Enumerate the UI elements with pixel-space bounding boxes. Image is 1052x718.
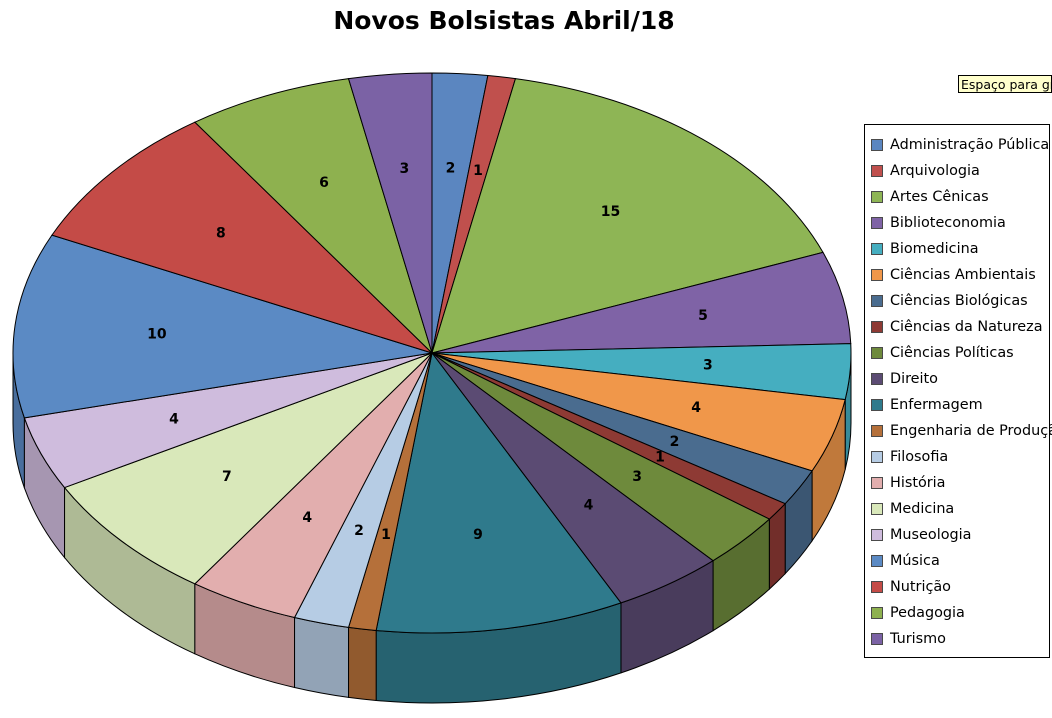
legend-swatch-icon — [871, 503, 883, 515]
legend-item-label: Filosofia — [890, 449, 949, 465]
pie-slice-value-label: 15 — [601, 204, 620, 220]
legend-item-label: Arquivologia — [890, 163, 980, 179]
legend-swatch-icon — [871, 243, 883, 255]
pie-top-faces — [12, 72, 852, 634]
legend-swatch-icon — [871, 191, 883, 203]
page-title: Novos Bolsistas Abril/18 — [0, 6, 1052, 35]
legend-item-label: Engenharia de Produção — [890, 423, 1052, 439]
pie-slice-value-label: 8 — [216, 226, 226, 242]
pie-slice-value-label: 3 — [632, 469, 642, 485]
legend-item-label: Enfermagem — [890, 397, 983, 413]
pie-slice-value-label: 1 — [655, 450, 665, 466]
legend-item[interactable]: Ciências da Natureza — [871, 314, 1049, 340]
pie-slice-18[interactable] — [51, 121, 433, 354]
legend-item[interactable]: Engenharia de Produção — [871, 418, 1052, 444]
pie-slice-value-label: 9 — [473, 527, 483, 543]
pie-slice-side — [294, 616, 350, 698]
pie-slice-17[interactable] — [12, 234, 433, 419]
legend-item-label: Medicina — [890, 501, 955, 517]
legend-item[interactable]: Turismo — [871, 626, 1049, 652]
legend-item-label: Biomedicina — [890, 241, 979, 257]
legend-item-label: Ciências Ambientais — [890, 267, 1036, 283]
legend-item-label: Direito — [890, 371, 938, 387]
pie-slice-value-label: 6 — [319, 175, 329, 191]
pie-slice-value-label: 3 — [399, 161, 409, 177]
legend-swatch-icon — [871, 477, 883, 489]
legend-swatch-icon — [871, 555, 883, 567]
legend-item-label: Biblioteconomia — [890, 215, 1006, 231]
legend-swatch-icon — [871, 529, 883, 541]
legend-swatch-icon — [871, 425, 883, 437]
legend-swatch-icon — [871, 269, 883, 281]
legend-item-label: Ciências Políticas — [890, 345, 1014, 361]
legend-item[interactable]: Biomedicina — [871, 236, 1049, 262]
legend-item[interactable]: Ciências Biológicas — [871, 288, 1049, 314]
legend-item[interactable]: Pedagogia — [871, 600, 1049, 626]
pie-slice-side — [348, 626, 377, 702]
pie-slice-value-label: 7 — [222, 469, 232, 485]
legend-item-label: Artes Cênicas — [890, 189, 989, 205]
legend-swatch-icon — [871, 165, 883, 177]
pie-slice-3[interactable] — [431, 78, 824, 354]
legend-item[interactable]: Ciências Ambientais — [871, 262, 1049, 288]
legend-item-label: Museologia — [890, 527, 972, 543]
legend-item-label: Administração Pública — [890, 137, 1050, 153]
legend-item[interactable]: Biblioteconomia — [871, 210, 1049, 236]
legend-item[interactable]: Enfermagem — [871, 392, 1049, 418]
legend-swatch-icon — [871, 451, 883, 463]
pie-slice-value-label: 4 — [169, 411, 179, 427]
legend-swatch-icon — [871, 217, 883, 229]
pie-slice-value-label: 1 — [473, 163, 483, 179]
pie-slice-15[interactable] — [63, 352, 433, 585]
chart-legend: Administração Pública Arquivologia Artes C… — [864, 124, 1052, 658]
legend-swatch-icon — [871, 399, 883, 411]
pie-slice-value-label: 5 — [698, 308, 708, 324]
legend-swatch-icon — [871, 139, 883, 151]
legend-item[interactable]: Arquivologia — [871, 158, 1049, 184]
legend-item[interactable]: Museologia — [871, 522, 1049, 548]
legend-item-label: Ciências da Natureza — [890, 319, 1043, 335]
pie-slice-value-label: 3 — [703, 357, 713, 373]
legend-swatch-icon — [871, 581, 883, 593]
pie-slice-20[interactable] — [347, 72, 433, 354]
legend-item[interactable]: Direito — [871, 366, 1049, 392]
legend-swatch-icon — [871, 295, 883, 307]
legend-item[interactable]: História — [871, 470, 1049, 496]
legend-swatch-icon — [871, 607, 883, 619]
pie-slice-value-label: 10 — [147, 327, 167, 343]
legend-item-label: Ciências Biológicas — [890, 293, 1028, 309]
legend-item-label: Turismo — [890, 631, 946, 647]
pie-slice-4[interactable] — [431, 251, 852, 354]
pie-slice-value-label: 2 — [670, 434, 680, 450]
pie-slice-value-label: 4 — [691, 400, 701, 416]
legend-item-label: Pedagogia — [890, 605, 965, 621]
legend-item[interactable]: Nutrição — [871, 574, 1049, 600]
legend-item[interactable]: Artes Cênicas — [871, 184, 1049, 210]
chart-title-text: Novos Bolsistas Abril/18 — [333, 6, 675, 35]
pie-slice-value-label: 4 — [584, 497, 594, 513]
legend-item-label: História — [890, 475, 946, 491]
legend-item[interactable]: Ciências Políticas — [871, 340, 1049, 366]
pie-slice-value-label: 4 — [302, 510, 312, 526]
legend-item-label: Nutrição — [890, 579, 951, 595]
legend-item[interactable]: Filosofia — [871, 444, 1049, 470]
pie-slice-value-label: 2 — [354, 523, 364, 539]
pie-slice-value-label: 2 — [446, 161, 456, 177]
legend-item[interactable]: Medicina — [871, 496, 1049, 522]
legend-item[interactable]: Administração Pública — [871, 132, 1049, 158]
pie-slice-11[interactable] — [375, 351, 622, 634]
legend-item-label: Música — [890, 553, 940, 569]
legend-swatch-icon — [871, 633, 883, 645]
legend-swatch-icon — [871, 373, 883, 385]
legend-swatch-icon — [871, 321, 883, 333]
pie-slice-value-label: 1 — [381, 527, 391, 543]
legend-swatch-icon — [871, 347, 883, 359]
pie-slice-19[interactable] — [193, 78, 433, 354]
legend-item[interactable]: Música — [871, 548, 1049, 574]
